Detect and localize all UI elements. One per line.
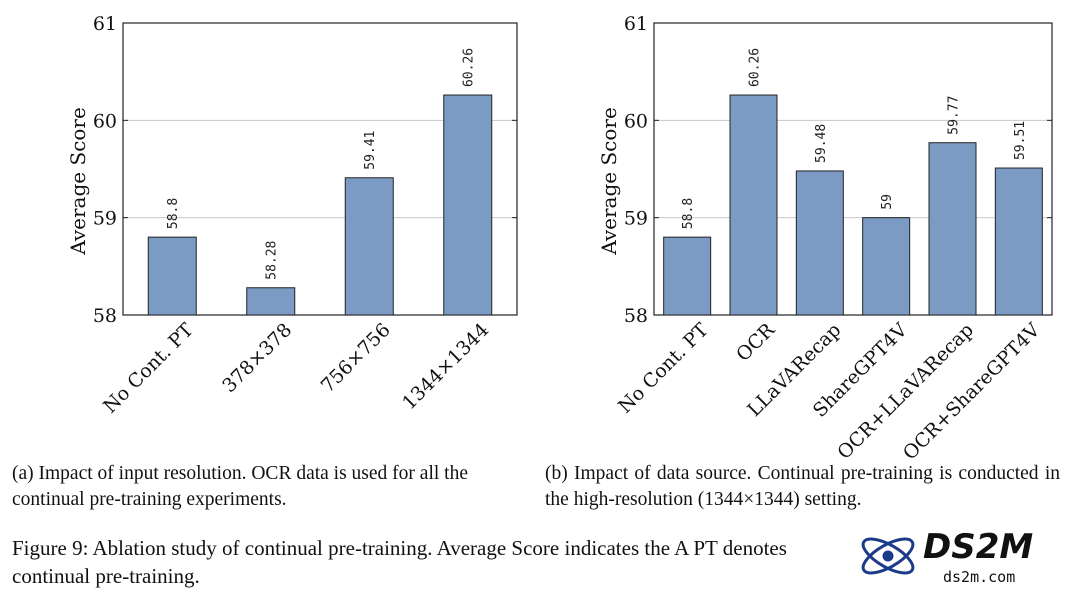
chart1-bar <box>246 287 296 316</box>
chart2-y-tick-label: 61 <box>624 13 648 35</box>
chart1-value-label: 60.26 <box>462 48 477 87</box>
chart2-bar <box>663 236 712 316</box>
chart2-plot-frame <box>653 22 1053 316</box>
chart2-bar <box>928 142 977 316</box>
chart2-y-tick-label: 59 <box>624 208 648 230</box>
chart2-bar <box>729 94 778 316</box>
chart1-y-tick-label: 58 <box>93 305 117 327</box>
chart1-value-label: 58.8 <box>166 198 181 229</box>
logo-url: ds2m.com <box>943 568 1015 586</box>
chart2-value-label: 59.48 <box>814 124 829 163</box>
chart1-value-label: 59.41 <box>363 131 378 170</box>
chart1-y-tick-label: 59 <box>93 208 117 230</box>
chart2-category-label: OCR <box>732 318 779 365</box>
chart2-value-label: 58.8 <box>681 198 696 229</box>
chart2-value-label: 59.51 <box>1013 121 1028 160</box>
chart1-category-label: 378×378 <box>218 319 296 397</box>
chart2-y-tick-label: 58 <box>624 305 648 327</box>
chart1-bar <box>344 177 394 316</box>
chart2-y-axis-label: Average Score <box>597 107 621 256</box>
chart2-bar <box>994 167 1043 316</box>
chart1-category-label: No Cont. PT <box>99 319 198 418</box>
chart1-plot-frame <box>122 22 518 316</box>
chart2-value-label: 59.77 <box>947 96 962 135</box>
chart2-value-label: 59 <box>880 194 895 210</box>
chart1-y-axis-label: Average Score <box>66 107 90 256</box>
chart1-category-label: 756×756 <box>317 319 395 397</box>
caption-a: (a) Impact of input resolution. OCR data… <box>12 463 468 510</box>
ds2m-logo: DS2M ds2m.com <box>861 527 1033 586</box>
caption-b: (b) Impact of data source. Continual pre… <box>545 463 1060 510</box>
figure-caption: Figure 9: Ablation study of continual pr… <box>12 536 787 588</box>
charts-area: 58 59 60 61 Average Score 58.8 No Cont. PT 58.2… <box>66 13 1053 460</box>
chart1-y-tick-label: 60 <box>93 110 117 132</box>
chart2-bar <box>862 217 911 316</box>
chart2-bar <box>795 170 844 316</box>
chart1-bar <box>147 236 197 316</box>
chart1-bar <box>443 94 493 316</box>
chart1-category-label: 1344×1344 <box>398 319 493 414</box>
logo-title: DS2M <box>923 527 1033 567</box>
atom-icon <box>861 537 915 575</box>
chart2-y-tick-label: 60 <box>624 110 648 132</box>
chart2-category-label: No Cont. PT <box>614 319 713 418</box>
chart2-value-label: 60.26 <box>748 48 763 87</box>
chart1-y-tick-label: 61 <box>93 13 117 35</box>
chart1-value-label: 58.28 <box>265 241 280 280</box>
